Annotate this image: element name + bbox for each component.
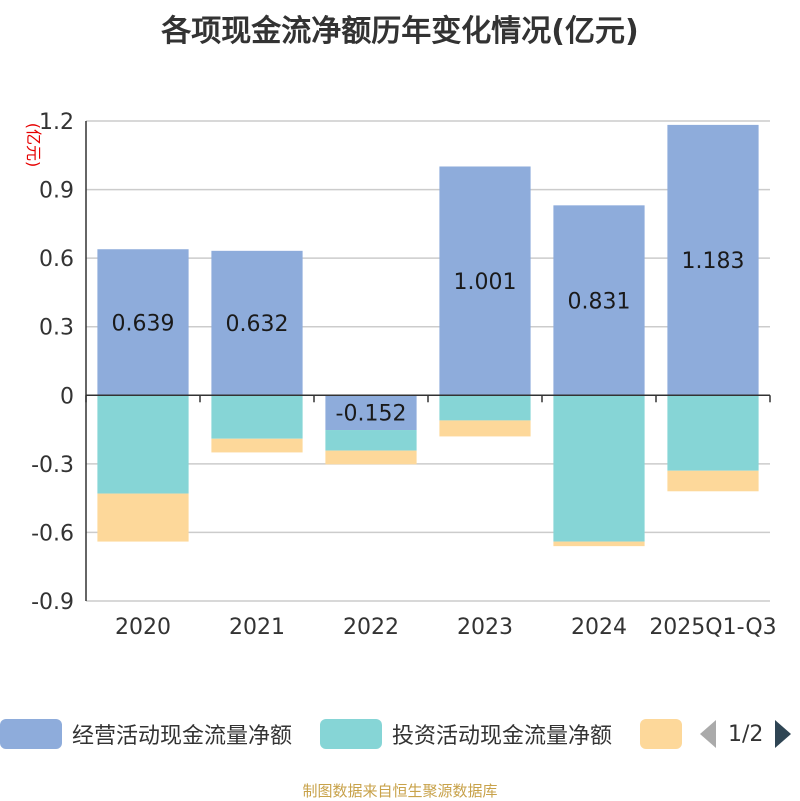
legend-item-investing[interactable]: 投资活动现金流量净额: [320, 718, 612, 750]
y-tick-label: 0.6: [39, 247, 74, 272]
y-tick-label: 0.3: [39, 316, 74, 341]
bar-2: [667, 395, 759, 471]
x-tick-label: 2025Q1-Q3: [649, 615, 776, 640]
bar-2: [439, 395, 531, 421]
bar-1: [97, 249, 189, 396]
bar-1: [667, 124, 759, 396]
bar-3: [211, 438, 303, 453]
legend-label-operating: 经营活动现金流量净额: [72, 724, 293, 749]
data-label: -0.152: [336, 402, 407, 427]
bar-3: [553, 541, 645, 547]
y-tick-label: -0.6: [31, 521, 74, 546]
bar-1: [211, 250, 303, 396]
bar-2: [325, 430, 417, 451]
bar-2: [553, 395, 645, 542]
bar-2: [97, 395, 189, 494]
chart-title: 各项现金流净额历年变化情况(亿元): [161, 14, 639, 49]
bar-1: [439, 166, 531, 396]
x-tick-label: 2023: [457, 615, 513, 640]
data-label: 0.632: [226, 312, 289, 337]
legend-swatch-financing: [640, 719, 682, 749]
legend: 经营活动现金流量净额 投资活动现金流量净额 1/2: [0, 712, 800, 756]
legend-swatch-operating: [0, 719, 62, 749]
bar-1: [325, 395, 417, 431]
chart: 1.2 0.9 0.6 0.3 0 -0.3 -0.6 -0.9 (亿元) 0.639 0.632 -…: [24, 110, 777, 640]
y-tick-label: 0.9: [39, 179, 74, 204]
bar-3: [325, 450, 417, 465]
bar-3: [439, 420, 531, 437]
bar-1: [553, 205, 645, 396]
y-tick-label: 1.2: [39, 110, 74, 135]
x-tick-label: 2022: [343, 615, 399, 640]
x-tick-label: 2021: [229, 615, 285, 640]
bar-2: [211, 395, 303, 439]
data-label: 1.001: [454, 270, 517, 295]
pager-text: 1/2: [728, 721, 764, 747]
pager-next-icon[interactable]: [775, 720, 792, 748]
x-tick-label: 2024: [571, 615, 627, 640]
legend-item-financing[interactable]: [640, 718, 682, 750]
pager-prev-icon[interactable]: [700, 720, 716, 748]
y-tick-label: -0.9: [31, 590, 74, 615]
legend-swatch-investing: [320, 719, 382, 749]
x-tick-label: 2020: [115, 615, 171, 640]
bar-3: [97, 493, 189, 542]
data-label: 0.639: [112, 311, 175, 336]
legend-pager: 1/2: [700, 718, 792, 750]
legend-item-operating[interactable]: 经营活动现金流量净额: [0, 718, 292, 750]
bar-3: [667, 470, 759, 492]
y-tick-label: 0: [60, 384, 74, 409]
data-label: 1.183: [682, 249, 745, 274]
source-note: 制图数据来自恒生聚源数据库: [302, 782, 498, 800]
legend-label-investing: 投资活动现金流量净额: [392, 724, 613, 749]
data-label: 0.831: [568, 289, 631, 314]
y-tick-label: -0.3: [31, 453, 74, 478]
y-unit-label: (亿元): [24, 123, 43, 168]
